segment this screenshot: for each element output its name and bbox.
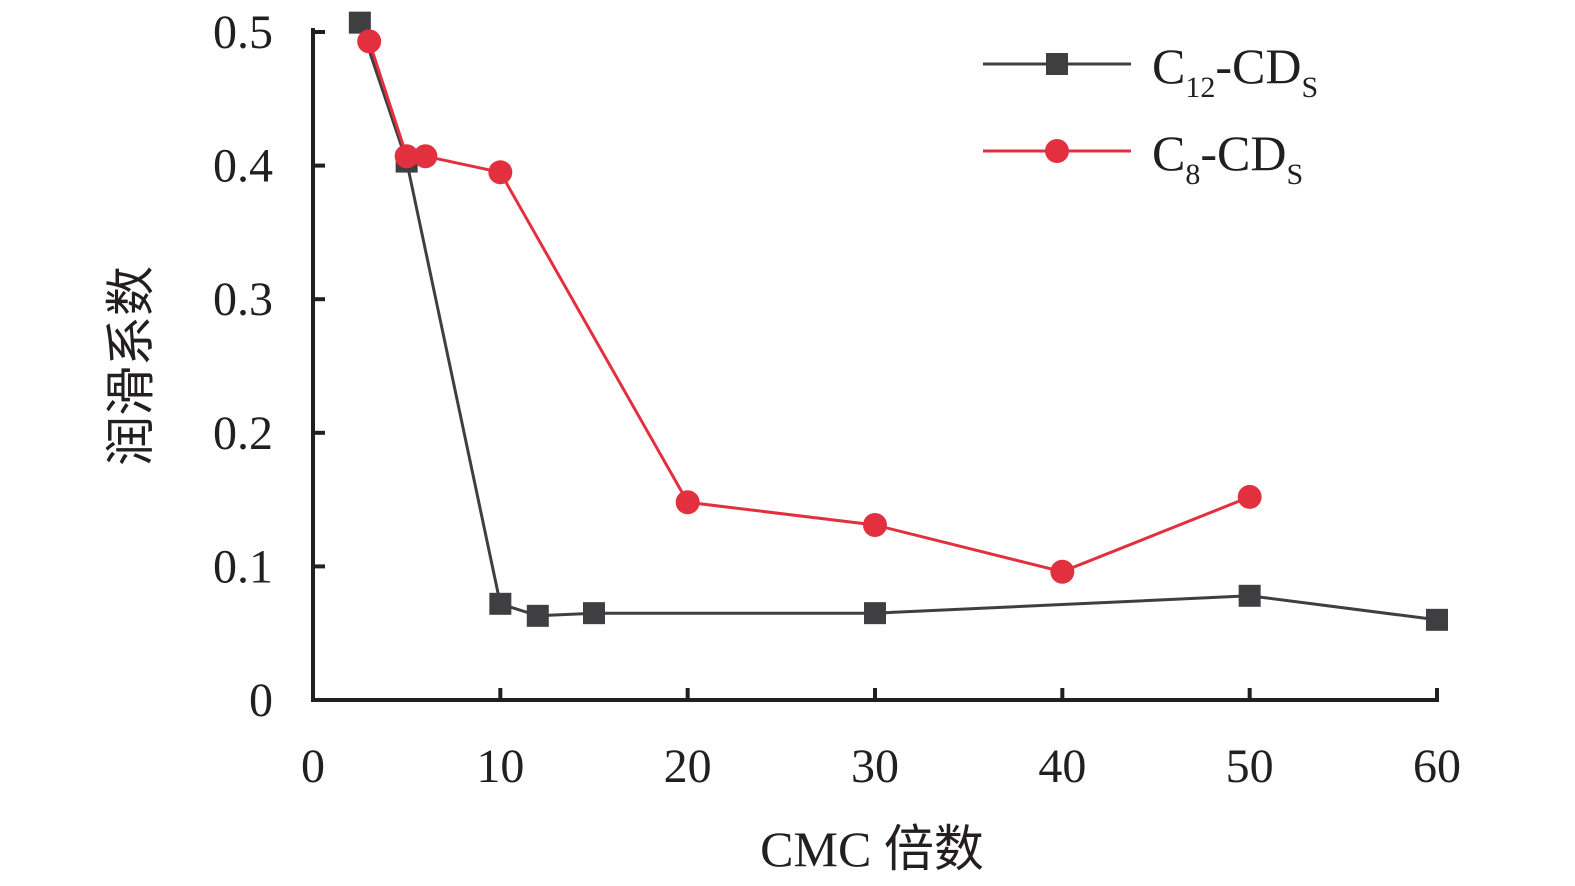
x-tick-label: 10 xyxy=(476,740,524,793)
x-tick-label: 20 xyxy=(664,740,712,793)
axes: 0 0.1 0.2 0.3 0.4 0.5 0 10 20 30 40 50 60 xyxy=(213,6,1461,793)
legend-marker xyxy=(1046,53,1068,75)
data-point xyxy=(526,604,549,627)
data-point xyxy=(394,144,419,169)
y-tick-label: 0.3 xyxy=(213,273,273,326)
x-tick-label: 50 xyxy=(1226,740,1274,793)
x-tick-label: 0 xyxy=(301,740,325,793)
legend-label: C12-CDS xyxy=(1152,38,1318,104)
legend-item-1: C12-CDS xyxy=(983,38,1318,104)
legend-marker xyxy=(1045,139,1069,163)
data-point xyxy=(348,11,371,34)
series-line-1 xyxy=(358,22,1438,622)
data-point xyxy=(864,602,886,625)
data-point xyxy=(489,592,512,615)
data-point xyxy=(488,160,513,185)
y-tick-label: 0 xyxy=(249,674,273,727)
data-point xyxy=(413,144,438,169)
legend-label: C8-CDS xyxy=(1152,125,1303,191)
x-tick-label: 40 xyxy=(1038,740,1086,793)
data-point xyxy=(357,29,382,54)
series-line-2 xyxy=(367,40,1251,574)
data-point xyxy=(1238,584,1261,607)
y-tick-label: 0.1 xyxy=(213,540,273,593)
legend-item-2: C8-CDS xyxy=(983,125,1303,191)
legend: C12-CDS C8-CDS xyxy=(983,38,1318,191)
x-tick-label: 60 xyxy=(1413,740,1461,793)
series-lines xyxy=(358,22,1438,622)
x-axis-title: CMC 倍数 xyxy=(760,821,984,877)
data-point xyxy=(583,602,605,625)
data-point xyxy=(1050,559,1075,584)
y-tick-label: 0.2 xyxy=(213,407,273,460)
series-markers xyxy=(348,11,1448,631)
data-point xyxy=(675,490,700,515)
x-tick-label: 30 xyxy=(851,740,899,793)
data-point xyxy=(863,512,887,537)
data-point xyxy=(1237,484,1262,509)
y-tick-label: 0.4 xyxy=(213,140,273,193)
data-point xyxy=(1426,608,1448,631)
y-axis-title: 润滑系数 xyxy=(103,266,159,466)
y-tick-label: 0.5 xyxy=(213,6,273,59)
